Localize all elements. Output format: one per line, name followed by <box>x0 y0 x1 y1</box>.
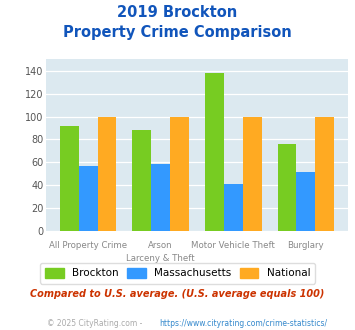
Text: All Property Crime: All Property Crime <box>49 241 127 250</box>
Text: Larceny & Theft: Larceny & Theft <box>126 254 195 263</box>
Text: © 2025 CityRating.com -: © 2025 CityRating.com - <box>47 319 145 328</box>
Bar <box>224 184 243 231</box>
Text: Property Crime Comparison: Property Crime Comparison <box>63 25 292 40</box>
Bar <box>278 144 296 231</box>
Text: 2019 Brockton: 2019 Brockton <box>118 5 237 20</box>
Bar <box>132 130 151 231</box>
Bar <box>79 166 98 231</box>
Text: Arson: Arson <box>148 241 173 250</box>
Bar <box>315 116 334 231</box>
Bar <box>243 116 262 231</box>
Legend: Brockton, Massachusetts, National: Brockton, Massachusetts, National <box>40 263 315 283</box>
Bar <box>170 116 189 231</box>
Text: Motor Vehicle Theft: Motor Vehicle Theft <box>191 241 275 250</box>
Bar <box>98 116 116 231</box>
Text: Burglary: Burglary <box>288 241 324 250</box>
Text: https://www.cityrating.com/crime-statistics/: https://www.cityrating.com/crime-statist… <box>159 319 327 328</box>
Bar <box>296 172 315 231</box>
Bar <box>151 163 170 231</box>
Text: Compared to U.S. average. (U.S. average equals 100): Compared to U.S. average. (U.S. average … <box>30 289 325 299</box>
Bar <box>60 126 79 231</box>
Bar <box>205 73 224 231</box>
